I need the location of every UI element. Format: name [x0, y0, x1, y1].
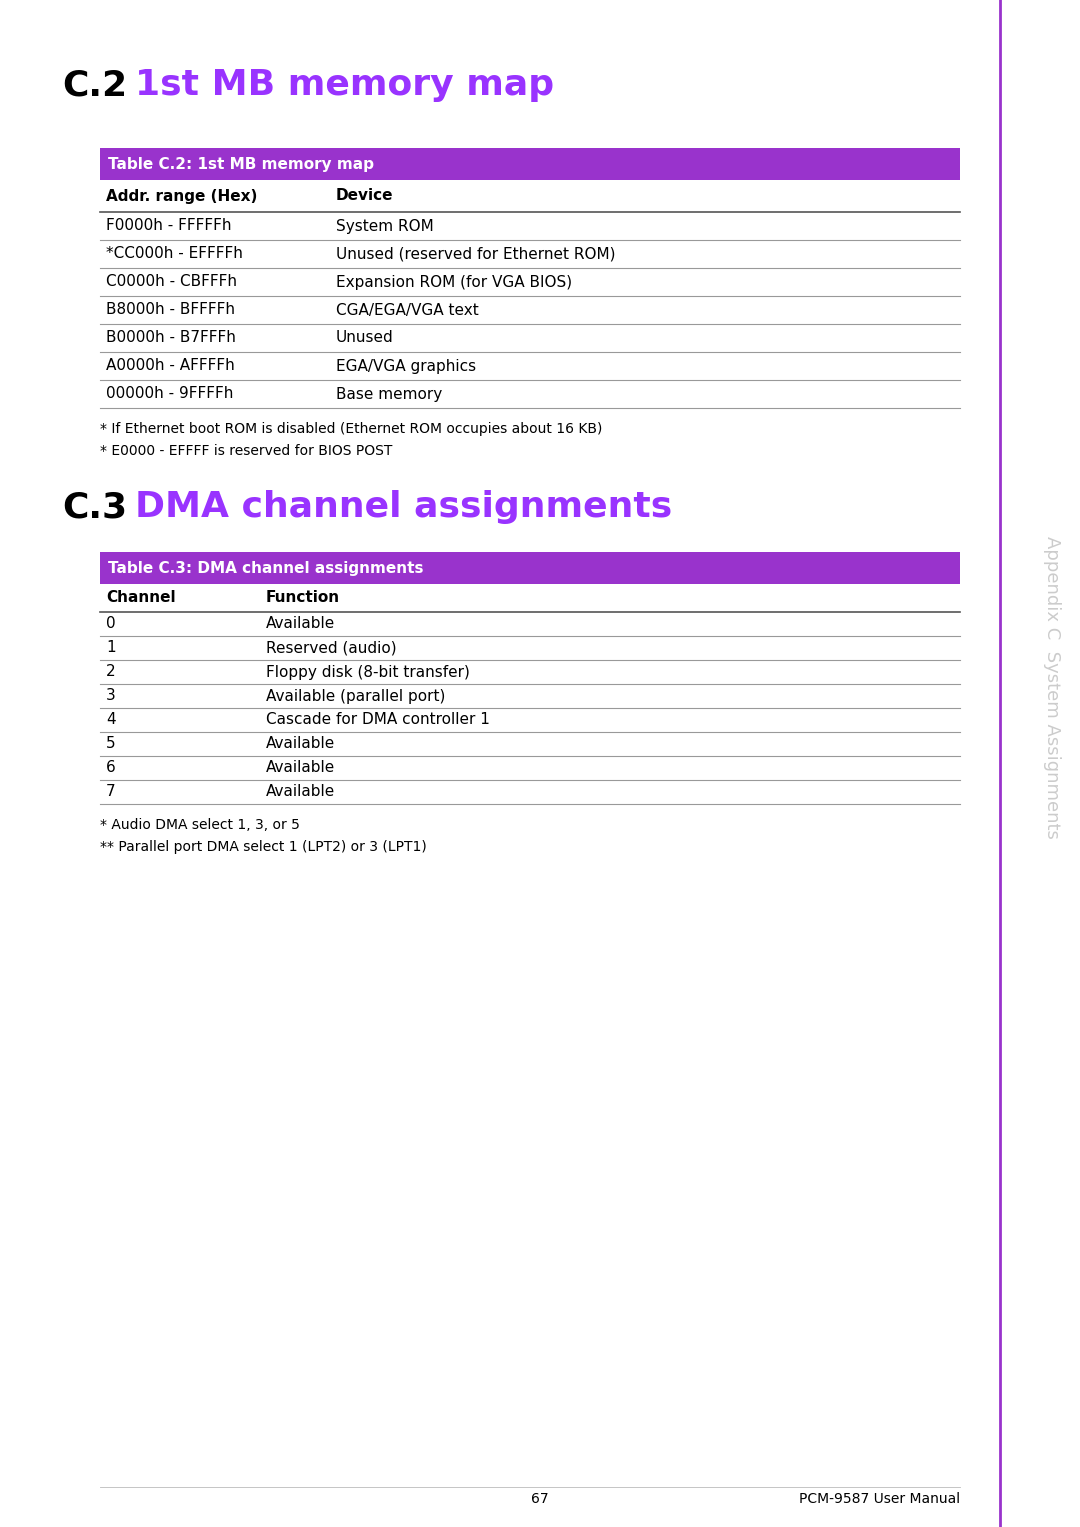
Text: Available: Available — [266, 736, 335, 751]
Text: Expansion ROM (for VGA BIOS): Expansion ROM (for VGA BIOS) — [336, 275, 572, 290]
Text: 2: 2 — [106, 664, 116, 680]
Text: F0000h - FFFFFh: F0000h - FFFFFh — [106, 218, 231, 234]
Text: Floppy disk (8-bit transfer): Floppy disk (8-bit transfer) — [266, 664, 470, 680]
Bar — [100, 148, 960, 180]
Text: Available: Available — [266, 617, 335, 632]
Text: CGA/EGA/VGA text: CGA/EGA/VGA text — [336, 302, 478, 318]
Text: 6: 6 — [106, 760, 116, 776]
Text: B0000h - B7FFFh: B0000h - B7FFFh — [106, 330, 235, 345]
Text: * E0000 - EFFFF is reserved for BIOS POST: * E0000 - EFFFF is reserved for BIOS POS… — [100, 444, 392, 458]
Text: A0000h - AFFFFh: A0000h - AFFFFh — [106, 359, 234, 374]
Text: 1: 1 — [106, 640, 116, 655]
Text: Base memory: Base memory — [336, 386, 442, 402]
Text: PCM-9587 User Manual: PCM-9587 User Manual — [799, 1492, 960, 1506]
Text: 0: 0 — [106, 617, 116, 632]
Text: Table C.3: DMA channel assignments: Table C.3: DMA channel assignments — [108, 560, 423, 576]
Text: 1st MB memory map: 1st MB memory map — [135, 69, 554, 102]
Text: Device: Device — [336, 188, 393, 203]
Text: Unused (reserved for Ethernet ROM): Unused (reserved for Ethernet ROM) — [336, 246, 616, 261]
Text: C.2: C.2 — [62, 69, 127, 102]
Text: C0000h - CBFFFh: C0000h - CBFFFh — [106, 275, 237, 290]
Text: *CC000h - EFFFFh: *CC000h - EFFFFh — [106, 246, 243, 261]
Text: Available: Available — [266, 760, 335, 776]
Text: 67: 67 — [531, 1492, 549, 1506]
Text: 4: 4 — [106, 713, 116, 727]
Text: * Audio DMA select 1, 3, or 5: * Audio DMA select 1, 3, or 5 — [100, 818, 300, 832]
Text: Function: Function — [266, 591, 340, 606]
Bar — [100, 551, 960, 583]
Text: EGA/VGA graphics: EGA/VGA graphics — [336, 359, 476, 374]
Text: Addr. range (Hex): Addr. range (Hex) — [106, 188, 257, 203]
Text: B8000h - BFFFFh: B8000h - BFFFFh — [106, 302, 235, 318]
Text: Available (parallel port): Available (parallel port) — [266, 689, 445, 704]
Text: DMA channel assignments: DMA channel assignments — [135, 490, 672, 524]
Text: Cascade for DMA controller 1: Cascade for DMA controller 1 — [266, 713, 490, 727]
Text: Unused: Unused — [336, 330, 394, 345]
Text: Available: Available — [266, 785, 335, 800]
Text: Channel: Channel — [106, 591, 176, 606]
Text: System ROM: System ROM — [336, 218, 434, 234]
Text: 7: 7 — [106, 785, 116, 800]
Text: C.3: C.3 — [62, 490, 127, 524]
Text: 5: 5 — [106, 736, 116, 751]
Text: Reserved (audio): Reserved (audio) — [266, 640, 396, 655]
Text: Table C.2: 1st MB memory map: Table C.2: 1st MB memory map — [108, 156, 374, 171]
Text: 00000h - 9FFFFh: 00000h - 9FFFFh — [106, 386, 233, 402]
Text: Appendix C  System Assignments: Appendix C System Assignments — [1043, 536, 1061, 838]
Text: ** Parallel port DMA select 1 (LPT2) or 3 (LPT1): ** Parallel port DMA select 1 (LPT2) or … — [100, 840, 427, 854]
Text: 3: 3 — [106, 689, 116, 704]
Text: * If Ethernet boot ROM is disabled (Ethernet ROM occupies about 16 KB): * If Ethernet boot ROM is disabled (Ethe… — [100, 421, 603, 437]
